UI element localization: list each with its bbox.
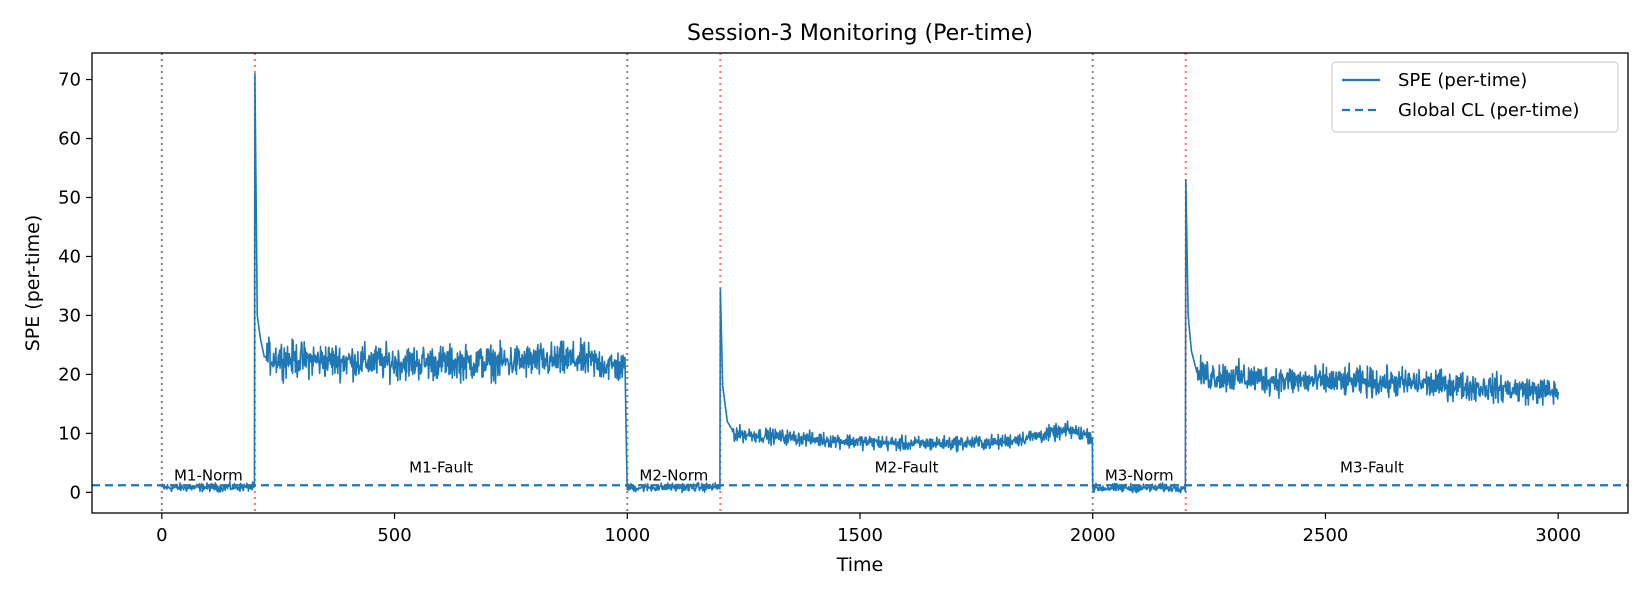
legend-box [1331, 61, 1619, 133]
segment-label: M3-Fault [1340, 458, 1404, 476]
x-tick-label: 1500 [837, 525, 883, 546]
axes: 0 500 1000 1500 2000 2500 3000 0 10 20 30 40 50 60 70 [58, 70, 1581, 546]
y-tick-label: 10 [58, 423, 81, 444]
segment-label: M1-Norm [174, 467, 243, 485]
segment-label: M2-Fault [875, 458, 939, 476]
x-tick-label: 2000 [1070, 525, 1116, 546]
spe-series-line [161, 72, 1559, 494]
x-tick-label: 3000 [1535, 525, 1581, 546]
y-tick-label: 20 [58, 364, 81, 385]
x-tick-label: 2500 [1303, 525, 1349, 546]
x-tick-label: 500 [377, 525, 411, 546]
plot-area: M1-Norm M1-Fault M2-Norm M2-Fault M3-Norm M3-… [92, 53, 1628, 513]
y-tick-label: 60 [58, 129, 81, 150]
x-tick-label: 0 [156, 525, 167, 546]
legend-label: Global CL (per-time) [1398, 100, 1579, 121]
y-tick-label: 30 [58, 305, 81, 326]
y-tick-label: 50 [58, 187, 81, 208]
plot-contents [92, 53, 1628, 513]
y-tick-label: 70 [58, 70, 81, 91]
y-axis-title: SPE (per-time) [22, 215, 44, 352]
y-tick-label: 40 [58, 246, 81, 267]
segment-label: M3-Norm [1105, 467, 1174, 485]
segment-label: M2-Norm [639, 467, 708, 485]
chart-title: Session-3 Monitoring (Per-time) [687, 21, 1033, 46]
legend: SPE (per-time) Global CL (per-time) [1331, 61, 1619, 133]
x-tick-label: 1000 [604, 525, 650, 546]
segment-label: M1-Fault [409, 458, 473, 476]
x-axis-title: Time [836, 554, 884, 576]
legend-label: SPE (per-time) [1398, 70, 1527, 91]
y-tick-label: 0 [70, 482, 81, 503]
